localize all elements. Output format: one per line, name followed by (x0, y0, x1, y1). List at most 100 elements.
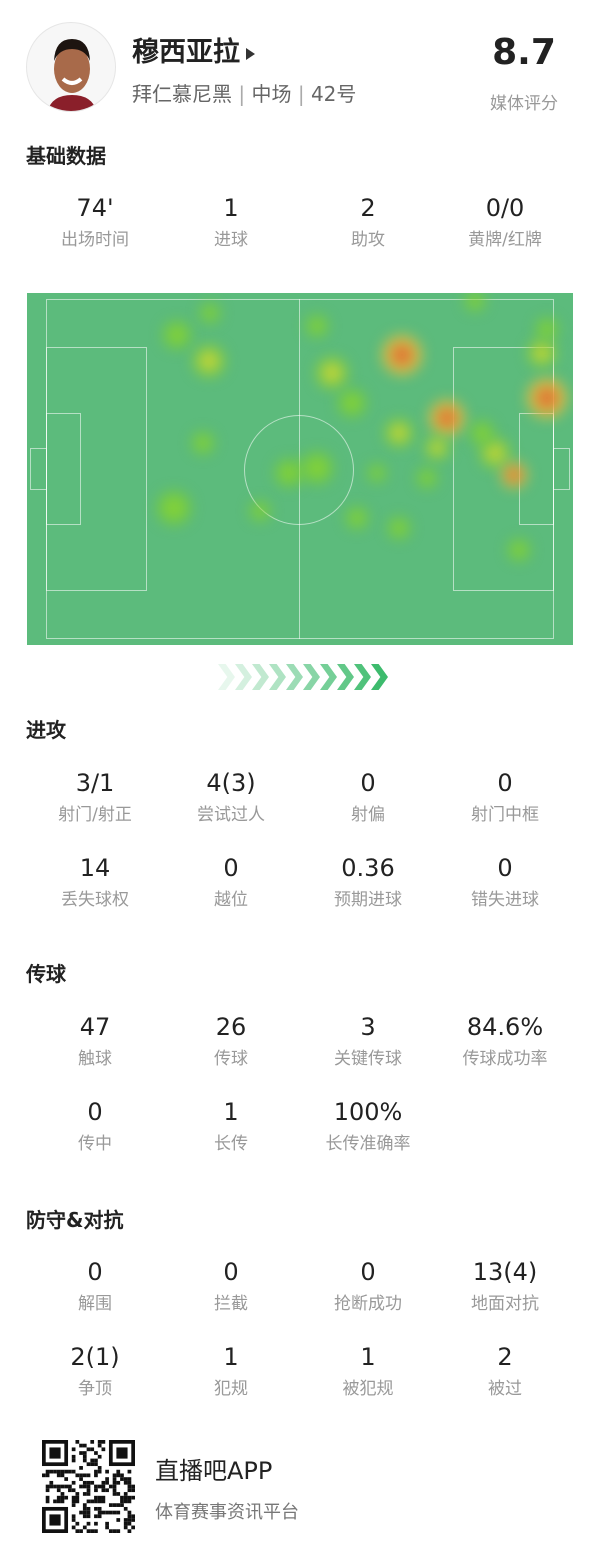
stat-label: 被犯规 (342, 1379, 394, 1399)
stat-value: 1 (223, 1098, 239, 1126)
heat-spot (163, 321, 191, 349)
stat-value: 4(3) (206, 769, 256, 797)
stat-value: 0 (87, 1098, 103, 1126)
stat-value: 47 (79, 1013, 111, 1041)
heat-spot (465, 293, 485, 311)
rating-value: 8.7 (492, 32, 556, 73)
stat-label: 争顶 (78, 1379, 112, 1399)
chevron-right-icon (337, 664, 354, 690)
stat-value: 0/0 (485, 194, 525, 222)
stat-passing: 26 传球 (163, 1012, 299, 1069)
stat-basic: 2 助攻 (300, 193, 436, 250)
stat-label: 犯规 (214, 1379, 248, 1399)
heat-spot (470, 421, 494, 445)
heat-spot (508, 539, 530, 561)
stat-label: 射门中框 (471, 805, 539, 825)
stat-passing: 84.6% 传球成功率 (437, 1012, 573, 1069)
section-passing-title: 传球 (26, 962, 66, 986)
stat-value: 0 (223, 854, 239, 882)
stat-passing: 47 触球 (27, 1012, 163, 1069)
stat-attack: 0 错失进球 (437, 853, 573, 910)
stat-label: 助攻 (351, 230, 385, 250)
stat-value: 13(4) (472, 1258, 538, 1286)
section-basic-title: 基础数据 (26, 144, 106, 168)
section-defense-title: 防守&对抗 (26, 1208, 124, 1232)
stat-passing: 0 传中 (27, 1097, 163, 1154)
shirt-number: 42号 (310, 82, 357, 106)
heat-spot (193, 345, 225, 377)
stat-passing: 100% 长传准确率 (300, 1097, 436, 1154)
position: 中场 (251, 82, 292, 106)
stat-value: 1 (223, 194, 239, 222)
heat-spot (338, 389, 366, 417)
stat-value: 0 (497, 769, 513, 797)
stat-basic: 0/0 黄牌/红牌 (437, 193, 573, 250)
stat-attack: 0 越位 (163, 853, 299, 910)
heat-spot (536, 318, 558, 340)
stat-attack: 0 射门中框 (437, 768, 573, 825)
stat-label: 尝试过人 (197, 805, 265, 825)
stat-label: 传球成功率 (462, 1049, 548, 1069)
left-goal (30, 448, 47, 490)
stat-value: 0 (497, 854, 513, 882)
player-name[interactable]: 穆西亚拉 (132, 30, 255, 69)
stat-label: 拦截 (214, 1294, 248, 1314)
stat-defense: 1 被犯规 (300, 1342, 436, 1399)
stat-value: 1 (223, 1343, 239, 1371)
heat-spot (527, 378, 567, 418)
player-avatar (26, 22, 116, 112)
heat-spot (200, 303, 220, 323)
stat-attack: 14 丢失球权 (27, 853, 163, 910)
stat-value: 0.36 (341, 854, 395, 882)
stat-label: 解围 (78, 1294, 112, 1314)
chevron-right-icon (354, 664, 371, 690)
heat-spot (275, 459, 303, 487)
stat-label: 关键传球 (334, 1049, 402, 1069)
chevron-right-icon (371, 664, 388, 690)
stat-passing: 3 关键传球 (300, 1012, 436, 1069)
player-name-text: 穆西亚拉 (132, 37, 240, 68)
stat-defense: 13(4) 地面对抗 (437, 1257, 573, 1314)
stat-basic: 1 进球 (163, 193, 299, 250)
stat-value: 0 (223, 1258, 239, 1286)
section-attack-title: 进攻 (26, 718, 66, 742)
app-slogan: 体育赛事资讯平台 (155, 1502, 299, 1523)
stat-label: 传中 (78, 1134, 112, 1154)
heat-spot (501, 462, 527, 488)
player-info: 拜仁慕尼黑 | 中场 | 42号 (132, 82, 357, 106)
stat-value: 2 (360, 194, 376, 222)
stat-attack: 0.36 预期进球 (300, 853, 436, 910)
heat-spot (316, 357, 348, 389)
heat-spot (388, 517, 410, 539)
chevron-right-icon (303, 664, 320, 690)
stat-value: 74' (76, 194, 114, 222)
chevron-right-icon (252, 664, 269, 690)
stat-label: 丢失球权 (61, 890, 129, 910)
rating-label: 媒体评分 (490, 94, 558, 114)
app-name: 直播吧APP (155, 1457, 273, 1485)
stat-label: 地面对抗 (471, 1294, 539, 1314)
stat-attack: 0 射偏 (300, 768, 436, 825)
stat-value: 0 (360, 769, 376, 797)
stat-label: 进球 (214, 230, 248, 250)
chevron-right-icon (320, 664, 337, 690)
chevron-right-icon (269, 664, 286, 690)
heat-spot (382, 335, 422, 375)
heat-spot (385, 419, 413, 447)
team: 拜仁慕尼黑 (132, 82, 232, 106)
stat-label: 抢断成功 (334, 1294, 402, 1314)
stat-value: 1 (360, 1343, 376, 1371)
heat-spot (306, 315, 328, 337)
heat-spot (192, 432, 214, 454)
heat-spot (368, 464, 386, 482)
attack-direction-arrows (218, 664, 388, 690)
stat-defense: 0 拦截 (163, 1257, 299, 1314)
right-goal (553, 448, 570, 490)
stat-defense: 1 犯规 (163, 1342, 299, 1399)
center-circle (244, 415, 354, 525)
stat-label: 长传 (214, 1134, 248, 1154)
stat-attack: 4(3) 尝试过人 (163, 768, 299, 825)
stat-label: 射门/射正 (58, 805, 132, 825)
heatmap-pitch (27, 293, 573, 645)
stat-value: 100% (333, 1098, 403, 1126)
